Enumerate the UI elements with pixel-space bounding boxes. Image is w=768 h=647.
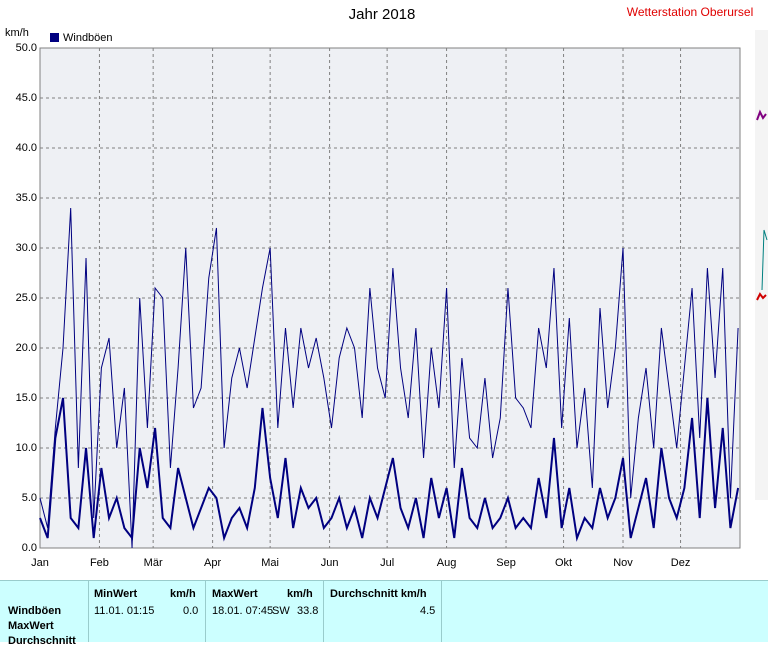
y-tick-label: 15.0: [16, 392, 37, 404]
series-line: [39, 397, 740, 542]
thumb-line: [756, 109, 767, 121]
row-label: MaxWert: [8, 620, 54, 632]
header: MaxWert: [212, 588, 258, 600]
cell: 33.8: [297, 605, 319, 617]
x-tick-label: Okt: [555, 557, 572, 569]
divider: [441, 581, 442, 642]
cell: SW: [272, 605, 290, 617]
legend-swatch: [50, 33, 59, 42]
thumb-line: [761, 229, 768, 291]
header: MinWert: [94, 588, 138, 600]
chart-title: Jahr 2018: [349, 6, 416, 23]
y-tick-label: 20.0: [16, 342, 37, 354]
x-tick-label: Sep: [496, 557, 516, 569]
y-tick-label: 5.0: [22, 492, 37, 504]
divider: [323, 581, 324, 642]
x-tick-label: Mai: [261, 557, 279, 569]
cell: 11.01. 01:15: [94, 605, 155, 617]
header: km/h: [287, 588, 313, 600]
x-tick-label: Apr: [204, 557, 221, 569]
y-tick-label: 25.0: [16, 292, 37, 304]
x-tick-label: Feb: [90, 557, 109, 569]
y-tick-label: 0.0: [22, 542, 37, 554]
cell: 18.01. 07:45: [212, 605, 274, 617]
legend: Windböen: [50, 32, 113, 44]
cell: 0.0: [183, 605, 199, 617]
divider: [88, 581, 89, 642]
thumb-line: [756, 292, 767, 301]
x-tick-label: Aug: [437, 557, 457, 569]
x-tick-label: Dez: [671, 557, 691, 569]
station-name: Wetterstation Oberursel: [627, 5, 754, 19]
row-label: Durchschnitt: [8, 635, 76, 647]
y-tick-label: 35.0: [16, 192, 37, 204]
x-tick-label: Jul: [380, 557, 394, 569]
y-tick-label: 30.0: [16, 242, 37, 254]
x-tick-label: Jan: [31, 557, 49, 569]
y-tick-label: 45.0: [16, 92, 37, 104]
y-tick-label: 10.0: [16, 442, 37, 454]
y-unit: km/h: [5, 27, 29, 39]
divider: [205, 581, 206, 642]
y-tick-label: 40.0: [16, 142, 37, 154]
chart: Jahr 2018 Wetterstation Oberursel km/h W…: [5, 5, 768, 569]
header: km/h: [170, 588, 196, 600]
x-tick-label: Jun: [321, 557, 339, 569]
cell: 4.5: [420, 605, 436, 617]
series-line: [39, 207, 739, 549]
x-tick-label: Mär: [144, 557, 163, 569]
header: Durchschnitt km/h: [330, 588, 427, 600]
legend-label: Windböen: [63, 32, 113, 44]
stats-table: MinWert km/h MaxWert km/h Durchschnitt k…: [0, 580, 768, 647]
x-tick-label: Nov: [613, 557, 633, 569]
y-tick-label: 50.0: [16, 42, 37, 54]
row-label: Windböen: [8, 605, 62, 617]
side-thumbnails: [755, 30, 768, 500]
